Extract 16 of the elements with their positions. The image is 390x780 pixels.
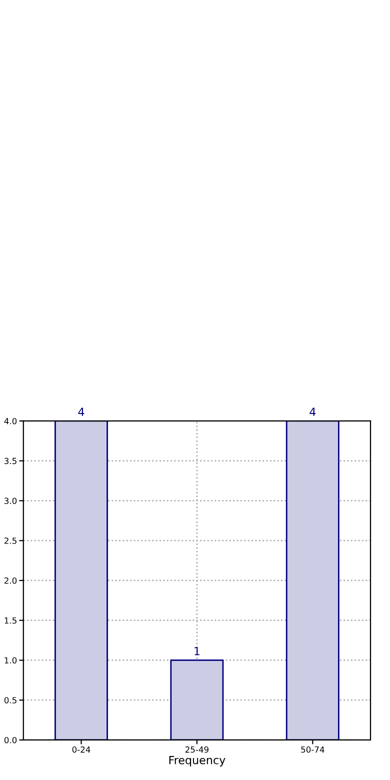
y-tick-label: 3.5	[4, 458, 16, 464]
x-tick-label: 0-24	[72, 746, 90, 753]
data-label: 1	[194, 647, 200, 656]
y-tick-label: 2.5	[4, 538, 16, 544]
data-label: 4	[78, 408, 84, 416]
y-tick-label: 2.0	[4, 577, 17, 584]
y-tick-label: 0.0	[4, 736, 17, 744]
x-tick-label: 50-74	[301, 746, 324, 753]
y-tick-label: 1.0	[4, 657, 17, 664]
y-tick-label: 4.0	[4, 418, 17, 424]
y-tick-label: 3.0	[4, 498, 17, 504]
data-label: 4	[310, 408, 316, 416]
y-tick-label: 1.5	[4, 617, 16, 624]
x-tick-label: 25-49	[185, 746, 208, 753]
x-axis-title: Frequency	[169, 756, 226, 766]
y-tick-label: 0.5	[4, 697, 16, 704]
